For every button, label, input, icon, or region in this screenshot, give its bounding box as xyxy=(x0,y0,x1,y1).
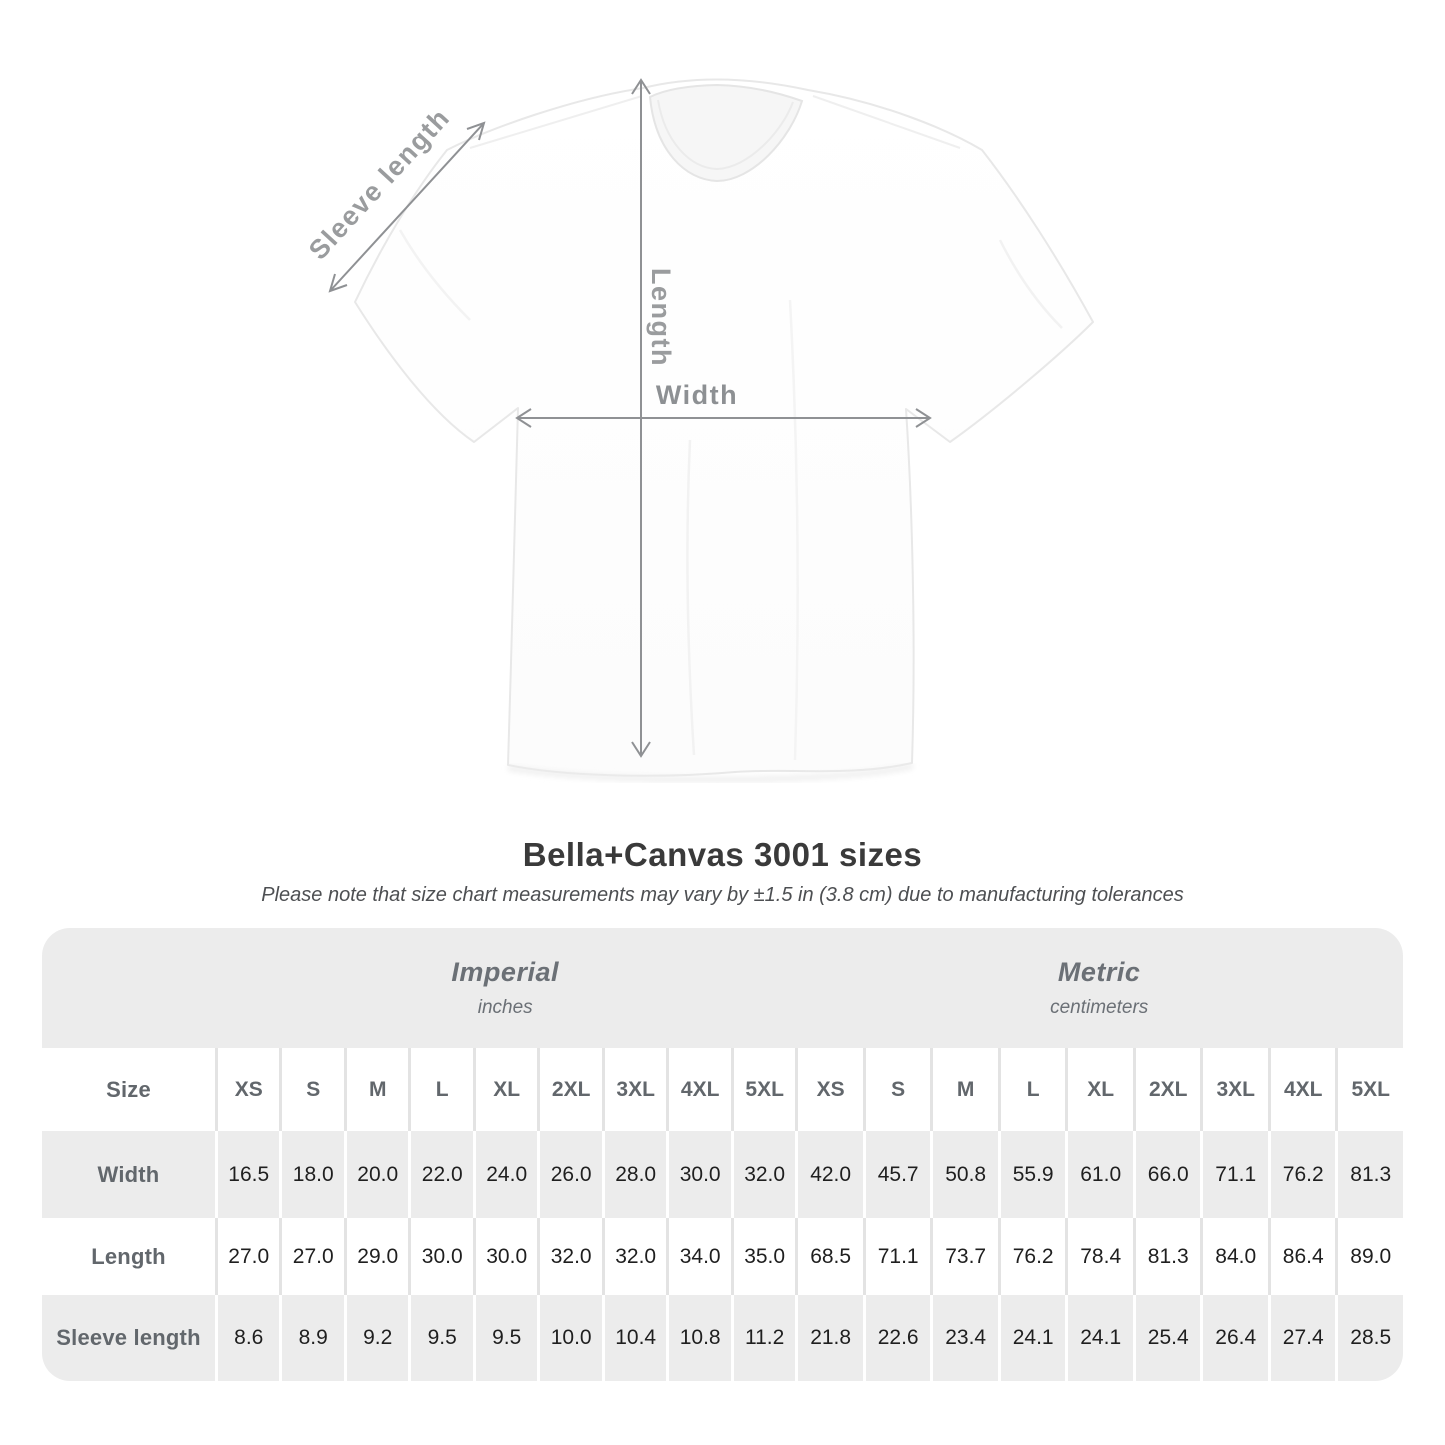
measurement-cell: 78.4 xyxy=(1065,1218,1133,1295)
metric-group-unit: centimeters xyxy=(1050,997,1149,1018)
size-col-header: 4XL xyxy=(666,1048,731,1131)
size-col-header: M xyxy=(343,1048,409,1131)
imperial-group-unit: inches xyxy=(477,997,533,1018)
measurement-cell: 10.0 xyxy=(537,1295,602,1381)
measurement-cell: 42.0 xyxy=(795,1131,863,1218)
size-col-header: 2XL xyxy=(537,1048,602,1131)
row-label: Sleeve length xyxy=(42,1295,215,1381)
sleeve-length-arrow xyxy=(328,121,486,293)
row-label: Length xyxy=(42,1218,215,1295)
measurement-cell: 24.1 xyxy=(997,1295,1066,1381)
size-row-label: Size xyxy=(42,1048,215,1131)
measurement-cell: 30.0 xyxy=(472,1218,538,1295)
measurement-cell: 10.4 xyxy=(601,1295,667,1381)
table-corner-spacer xyxy=(42,928,215,1048)
measurement-cell: 81.3 xyxy=(1335,1131,1403,1218)
row-label: Width xyxy=(42,1131,215,1218)
measurement-cell: 21.8 xyxy=(795,1295,863,1381)
size-col-header: 3XL xyxy=(1200,1048,1268,1131)
measurement-cell: 24.1 xyxy=(1065,1295,1133,1381)
page-title: Bella+Canvas 3001 sizes xyxy=(522,836,923,873)
width-arrow xyxy=(515,408,932,428)
width-label: Width xyxy=(656,380,738,410)
tshirt-measurement-diagram: Sleeve length Length Width xyxy=(303,78,1094,783)
measurement-cell: 86.4 xyxy=(1267,1218,1336,1295)
measurement-cell: 9.5 xyxy=(472,1295,538,1381)
title-block: Bella+Canvas 3001 sizes Please note that… xyxy=(0,836,1445,907)
size-col-header: XS xyxy=(215,1048,280,1131)
length-label: Length xyxy=(646,268,676,367)
measurement-cell: 71.1 xyxy=(1200,1131,1268,1218)
size-col-header: 3XL xyxy=(601,1048,667,1131)
measurement-cell: 89.0 xyxy=(1335,1218,1403,1295)
measurement-cell: 76.2 xyxy=(997,1218,1066,1295)
measurement-cell: 45.7 xyxy=(862,1131,931,1218)
tshirt-graphic xyxy=(354,78,1094,783)
size-col-header: XL xyxy=(1065,1048,1133,1131)
measurement-cell: 20.0 xyxy=(343,1131,409,1218)
measurement-cell: 71.1 xyxy=(862,1218,931,1295)
measurement-cell: 8.9 xyxy=(279,1295,344,1381)
metric-group-title: Metric xyxy=(1057,957,1141,987)
measurement-cell: 84.0 xyxy=(1200,1218,1268,1295)
size-col-header: L xyxy=(997,1048,1066,1131)
size-col-header: 4XL xyxy=(1267,1048,1336,1131)
measurement-cell: 27.0 xyxy=(279,1218,344,1295)
size-col-header: 5XL xyxy=(1335,1048,1403,1131)
measurement-cell: 30.0 xyxy=(408,1218,473,1295)
measurement-cell: 61.0 xyxy=(1065,1131,1133,1218)
measurement-cell: 22.6 xyxy=(862,1295,931,1381)
measurement-cell: 28.5 xyxy=(1335,1295,1403,1381)
measurement-cell: 35.0 xyxy=(730,1218,796,1295)
measurement-cell: 9.2 xyxy=(343,1295,409,1381)
measurement-cell: 22.0 xyxy=(408,1131,473,1218)
size-col-header: 5XL xyxy=(730,1048,796,1131)
measurement-cell: 26.4 xyxy=(1200,1295,1268,1381)
measurement-cell: 27.0 xyxy=(215,1218,280,1295)
measurement-cell: 55.9 xyxy=(997,1131,1066,1218)
measurement-cell: 24.0 xyxy=(472,1131,538,1218)
measurement-cell: 81.3 xyxy=(1132,1218,1201,1295)
measurement-cell: 18.0 xyxy=(279,1131,344,1218)
measurement-cell: 26.0 xyxy=(537,1131,602,1218)
measurement-cell: 16.5 xyxy=(215,1131,280,1218)
tolerance-note: Please note that size chart measurements… xyxy=(261,884,1184,906)
measurement-cell: 32.0 xyxy=(537,1218,602,1295)
measurement-cell: 9.5 xyxy=(408,1295,473,1381)
measurement-cell: 73.7 xyxy=(930,1218,998,1295)
size-col-header: XL xyxy=(472,1048,538,1131)
measurement-cell: 50.8 xyxy=(930,1131,998,1218)
measurement-cell: 30.0 xyxy=(666,1131,731,1218)
size-col-header: M xyxy=(930,1048,998,1131)
measurement-cell: 29.0 xyxy=(343,1218,409,1295)
metric-group-header: Metric centimeters xyxy=(795,928,1403,1048)
measurement-cell: 32.0 xyxy=(601,1218,667,1295)
measurement-cell: 25.4 xyxy=(1132,1295,1201,1381)
measurement-cell: 32.0 xyxy=(730,1131,796,1218)
size-col-header: XS xyxy=(795,1048,863,1131)
measurement-cell: 76.2 xyxy=(1267,1131,1336,1218)
measurement-cell: 68.5 xyxy=(795,1218,863,1295)
imperial-group-header: Imperial inches xyxy=(215,928,796,1048)
measurement-cell: 66.0 xyxy=(1132,1131,1201,1218)
tshirt-diagram-svg: Sleeve length Length Width xyxy=(303,78,1094,783)
size-col-header: 2XL xyxy=(1132,1048,1201,1131)
measurement-cell: 23.4 xyxy=(930,1295,998,1381)
measurement-cell: 10.8 xyxy=(666,1295,731,1381)
size-col-header: S xyxy=(279,1048,344,1131)
imperial-group-title: Imperial xyxy=(451,957,559,987)
measurement-cell: 28.0 xyxy=(601,1131,667,1218)
measurement-cell: 34.0 xyxy=(666,1218,731,1295)
measurement-cell: 27.4 xyxy=(1267,1295,1336,1381)
size-col-header: L xyxy=(408,1048,473,1131)
size-col-header: S xyxy=(862,1048,931,1131)
measurement-cell: 8.6 xyxy=(215,1295,280,1381)
measurement-cell: 11.2 xyxy=(730,1295,796,1381)
size-table: Imperial inches Metric centimeters Size … xyxy=(42,928,1403,1381)
